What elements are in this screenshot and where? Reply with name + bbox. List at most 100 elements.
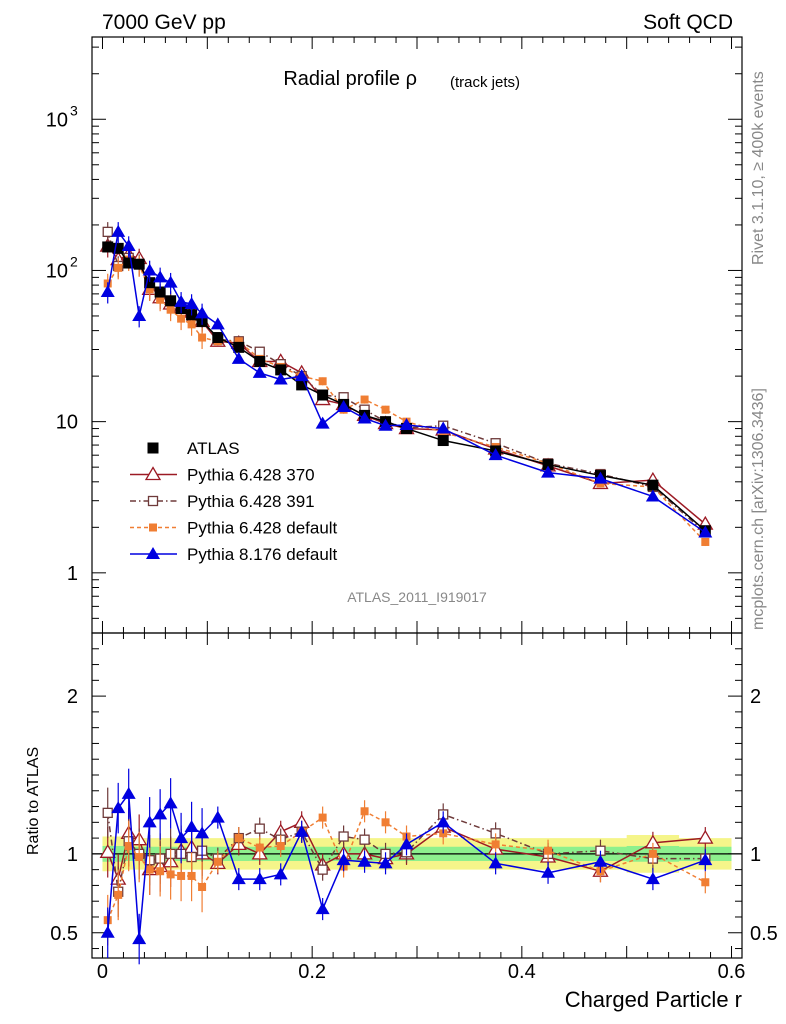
analysis-watermark: ATLAS_2011_I919017	[347, 589, 487, 605]
data-point	[177, 314, 186, 323]
data-point	[437, 435, 449, 447]
data-point	[124, 841, 133, 850]
data-point	[234, 337, 243, 346]
data-point	[491, 840, 500, 849]
data-point	[156, 295, 165, 304]
ratio-y-tick-label-right: 0.5	[750, 923, 778, 945]
data-point	[231, 872, 246, 885]
data-point	[145, 865, 154, 874]
ratio-series-2	[103, 800, 710, 946]
header-right: Soft QCD	[643, 11, 733, 34]
data-point	[112, 242, 124, 254]
main-series-4	[100, 222, 713, 538]
y-tick-label: 10	[46, 109, 68, 131]
data-point	[114, 263, 123, 272]
ratio-y-tick-label-right: 1	[750, 844, 761, 866]
main-frame	[91, 36, 743, 634]
mcplots-label: mcplots.cern.ch [arXiv:1306.3436]	[750, 388, 767, 630]
data-point	[273, 372, 288, 385]
data-point	[234, 834, 243, 843]
data-point	[121, 786, 136, 799]
data-point	[142, 815, 157, 828]
data-point	[488, 448, 503, 461]
data-point	[111, 801, 126, 814]
data-point	[593, 471, 608, 484]
data-point	[177, 871, 186, 880]
data-point	[698, 525, 713, 538]
y-tick-label: 10	[46, 260, 68, 282]
data-point	[399, 837, 414, 850]
data-point	[145, 285, 154, 294]
data-point	[254, 355, 266, 367]
data-point	[296, 379, 308, 391]
data-point	[254, 346, 265, 357]
data-point	[645, 489, 660, 502]
data-point	[121, 239, 136, 252]
x-tick-label: 0	[97, 961, 108, 983]
data-point	[198, 883, 207, 892]
main-series-line	[107, 231, 706, 534]
data-point	[315, 902, 330, 915]
data-point	[166, 305, 175, 314]
main-series-line	[106, 229, 706, 534]
data-point	[174, 294, 189, 307]
data-point	[294, 369, 309, 382]
data-point	[195, 826, 210, 839]
data-point	[184, 820, 199, 833]
ratio-series-3	[100, 768, 713, 965]
data-point	[360, 807, 369, 816]
data-point	[111, 224, 126, 237]
data-point	[233, 341, 245, 353]
data-point	[593, 854, 608, 867]
data-point	[144, 466, 162, 481]
data-point	[149, 523, 157, 532]
x-axis-label: Charged Particle r	[565, 987, 742, 1012]
data-point	[436, 421, 451, 434]
header-left: 7000 GeV pp	[102, 11, 226, 34]
data-point	[360, 395, 369, 404]
legend-item: ATLAS	[147, 439, 240, 458]
legend-label: Pythia 6.428 370	[187, 466, 315, 485]
data-point	[153, 807, 168, 820]
data-point	[252, 872, 267, 885]
data-point	[163, 275, 178, 288]
data-point	[146, 547, 160, 559]
data-point	[252, 365, 267, 378]
data-point	[697, 829, 714, 844]
ratio-frame	[91, 632, 743, 959]
axis-ticks	[92, 37, 742, 958]
data-point	[212, 332, 224, 344]
data-point	[399, 418, 414, 431]
data-point	[198, 333, 207, 342]
data-point	[166, 870, 175, 879]
data-point	[156, 867, 165, 876]
legend: ATLAS Pythia 6.428 370 Pythia 6.428 391 Pyt…	[130, 439, 338, 564]
data-point	[338, 831, 349, 842]
data-point	[436, 815, 451, 828]
data-point	[698, 853, 713, 866]
data-point	[154, 286, 166, 298]
main-title-note: (track jets)	[450, 74, 520, 91]
data-point	[294, 824, 309, 837]
legend-item: Pythia 6.428 default	[130, 519, 338, 538]
data-point	[273, 867, 288, 880]
data-point	[541, 465, 556, 478]
data-point	[133, 258, 145, 270]
x-tick-label: 0.6	[718, 961, 746, 983]
data-point	[135, 853, 144, 862]
data-point	[132, 932, 147, 945]
data-point	[701, 878, 710, 887]
main-series-2	[102, 222, 711, 538]
data-point	[357, 411, 372, 424]
data-point	[336, 853, 351, 866]
y-tick-label: 1	[67, 563, 78, 585]
ratio-series-line	[106, 812, 706, 892]
rivet-label: Rivet 3.1.10, ≥ 400k events	[750, 71, 767, 265]
legend-label: Pythia 8.176 default	[187, 545, 338, 564]
data-point	[701, 537, 710, 546]
data-point	[163, 796, 178, 809]
data-point	[231, 351, 246, 364]
data-point	[102, 226, 113, 238]
data-point	[318, 377, 327, 386]
data-point	[318, 813, 327, 822]
